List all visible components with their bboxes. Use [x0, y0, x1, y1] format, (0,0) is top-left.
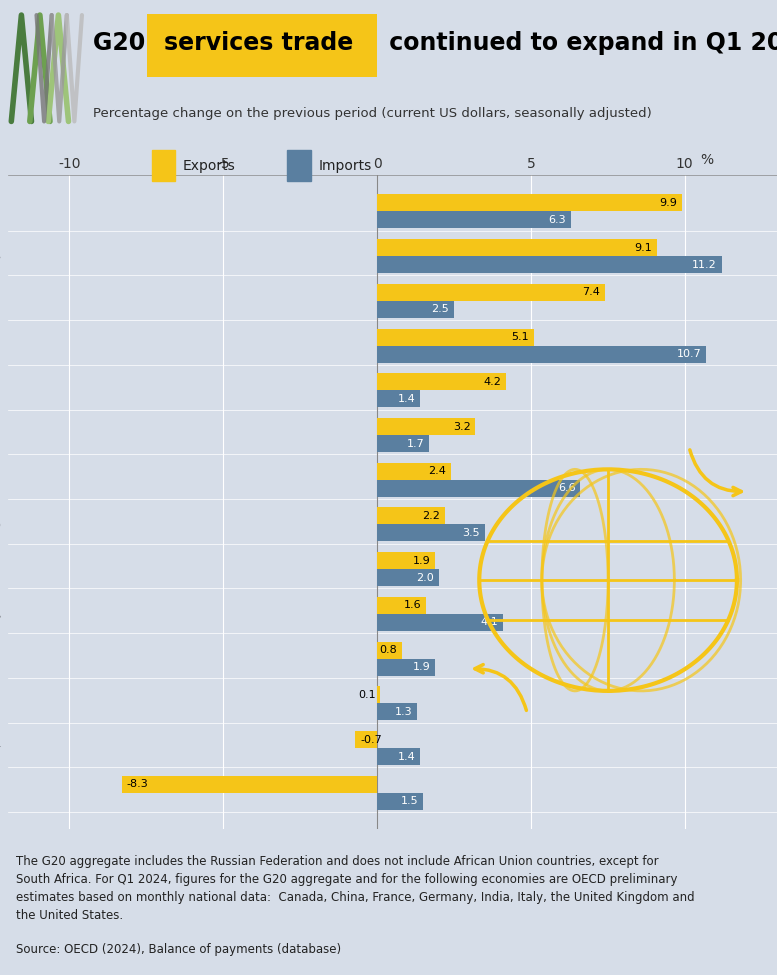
Text: 0.8: 0.8 — [379, 645, 397, 655]
Text: 1.9: 1.9 — [413, 662, 430, 672]
Text: Imports: Imports — [319, 159, 372, 173]
Text: 2.5: 2.5 — [431, 304, 449, 314]
Bar — [377, 194, 681, 212]
FancyBboxPatch shape — [148, 14, 377, 77]
Bar — [377, 704, 417, 721]
Bar — [377, 642, 402, 659]
Text: %: % — [700, 153, 713, 167]
Bar — [377, 418, 476, 435]
Bar — [122, 776, 377, 793]
Text: 1.4: 1.4 — [398, 394, 416, 404]
Text: continued to expand in Q1 2024: continued to expand in Q1 2024 — [381, 30, 777, 55]
Text: 2.0: 2.0 — [416, 572, 434, 583]
Bar — [377, 793, 423, 810]
Text: 9.1: 9.1 — [635, 243, 653, 253]
Text: 1.4: 1.4 — [398, 752, 416, 761]
Bar — [377, 390, 420, 408]
Bar — [377, 284, 605, 300]
Text: 9.9: 9.9 — [659, 198, 677, 208]
Bar — [287, 150, 311, 181]
Text: 1.5: 1.5 — [401, 797, 419, 806]
Text: Percentage change on the previous period (current US dollars, seasonally adjuste: Percentage change on the previous period… — [93, 107, 652, 120]
Text: Source: OECD (2024), Balance of payments (database): Source: OECD (2024), Balance of payments… — [16, 943, 340, 956]
Text: 3.5: 3.5 — [462, 528, 480, 538]
Text: 1.7: 1.7 — [407, 439, 425, 448]
Bar — [377, 345, 706, 363]
Text: The G20 aggregate includes the Russian Federation and does not include African U: The G20 aggregate includes the Russian F… — [16, 855, 694, 922]
Bar — [377, 373, 507, 390]
Bar — [377, 239, 657, 256]
Bar — [377, 686, 380, 704]
Text: 5.1: 5.1 — [512, 332, 529, 342]
Bar — [152, 150, 175, 181]
Bar — [377, 435, 430, 452]
Text: G20: G20 — [93, 30, 154, 55]
Text: Exports: Exports — [183, 159, 235, 173]
Bar — [377, 212, 571, 228]
Text: 4.1: 4.1 — [481, 617, 499, 628]
Bar — [377, 329, 534, 345]
Text: 7.4: 7.4 — [582, 288, 600, 297]
Bar — [377, 480, 580, 496]
Text: 2.4: 2.4 — [428, 466, 446, 476]
Bar — [377, 614, 503, 631]
Bar — [377, 525, 485, 541]
Text: 4.2: 4.2 — [484, 376, 502, 387]
Bar — [377, 508, 444, 525]
Text: 0.1: 0.1 — [358, 690, 375, 700]
Bar — [355, 731, 377, 748]
Text: 1.3: 1.3 — [395, 707, 413, 717]
Text: 6.6: 6.6 — [558, 484, 576, 493]
Bar — [377, 256, 722, 273]
Bar — [377, 300, 454, 318]
Bar — [377, 552, 435, 569]
Bar — [377, 597, 427, 614]
Text: 10.7: 10.7 — [677, 349, 702, 359]
Bar — [377, 748, 420, 765]
Text: -8.3: -8.3 — [126, 779, 148, 790]
Text: 11.2: 11.2 — [692, 259, 717, 269]
Text: 6.3: 6.3 — [549, 214, 566, 225]
Bar — [377, 569, 438, 586]
Text: 1.6: 1.6 — [404, 601, 422, 610]
Text: services trade: services trade — [164, 30, 354, 55]
Text: 3.2: 3.2 — [453, 421, 471, 432]
Text: 2.2: 2.2 — [422, 511, 440, 521]
Bar — [377, 463, 451, 480]
Text: -0.7: -0.7 — [360, 735, 382, 745]
Bar — [377, 659, 435, 676]
Text: 1.9: 1.9 — [413, 556, 430, 566]
